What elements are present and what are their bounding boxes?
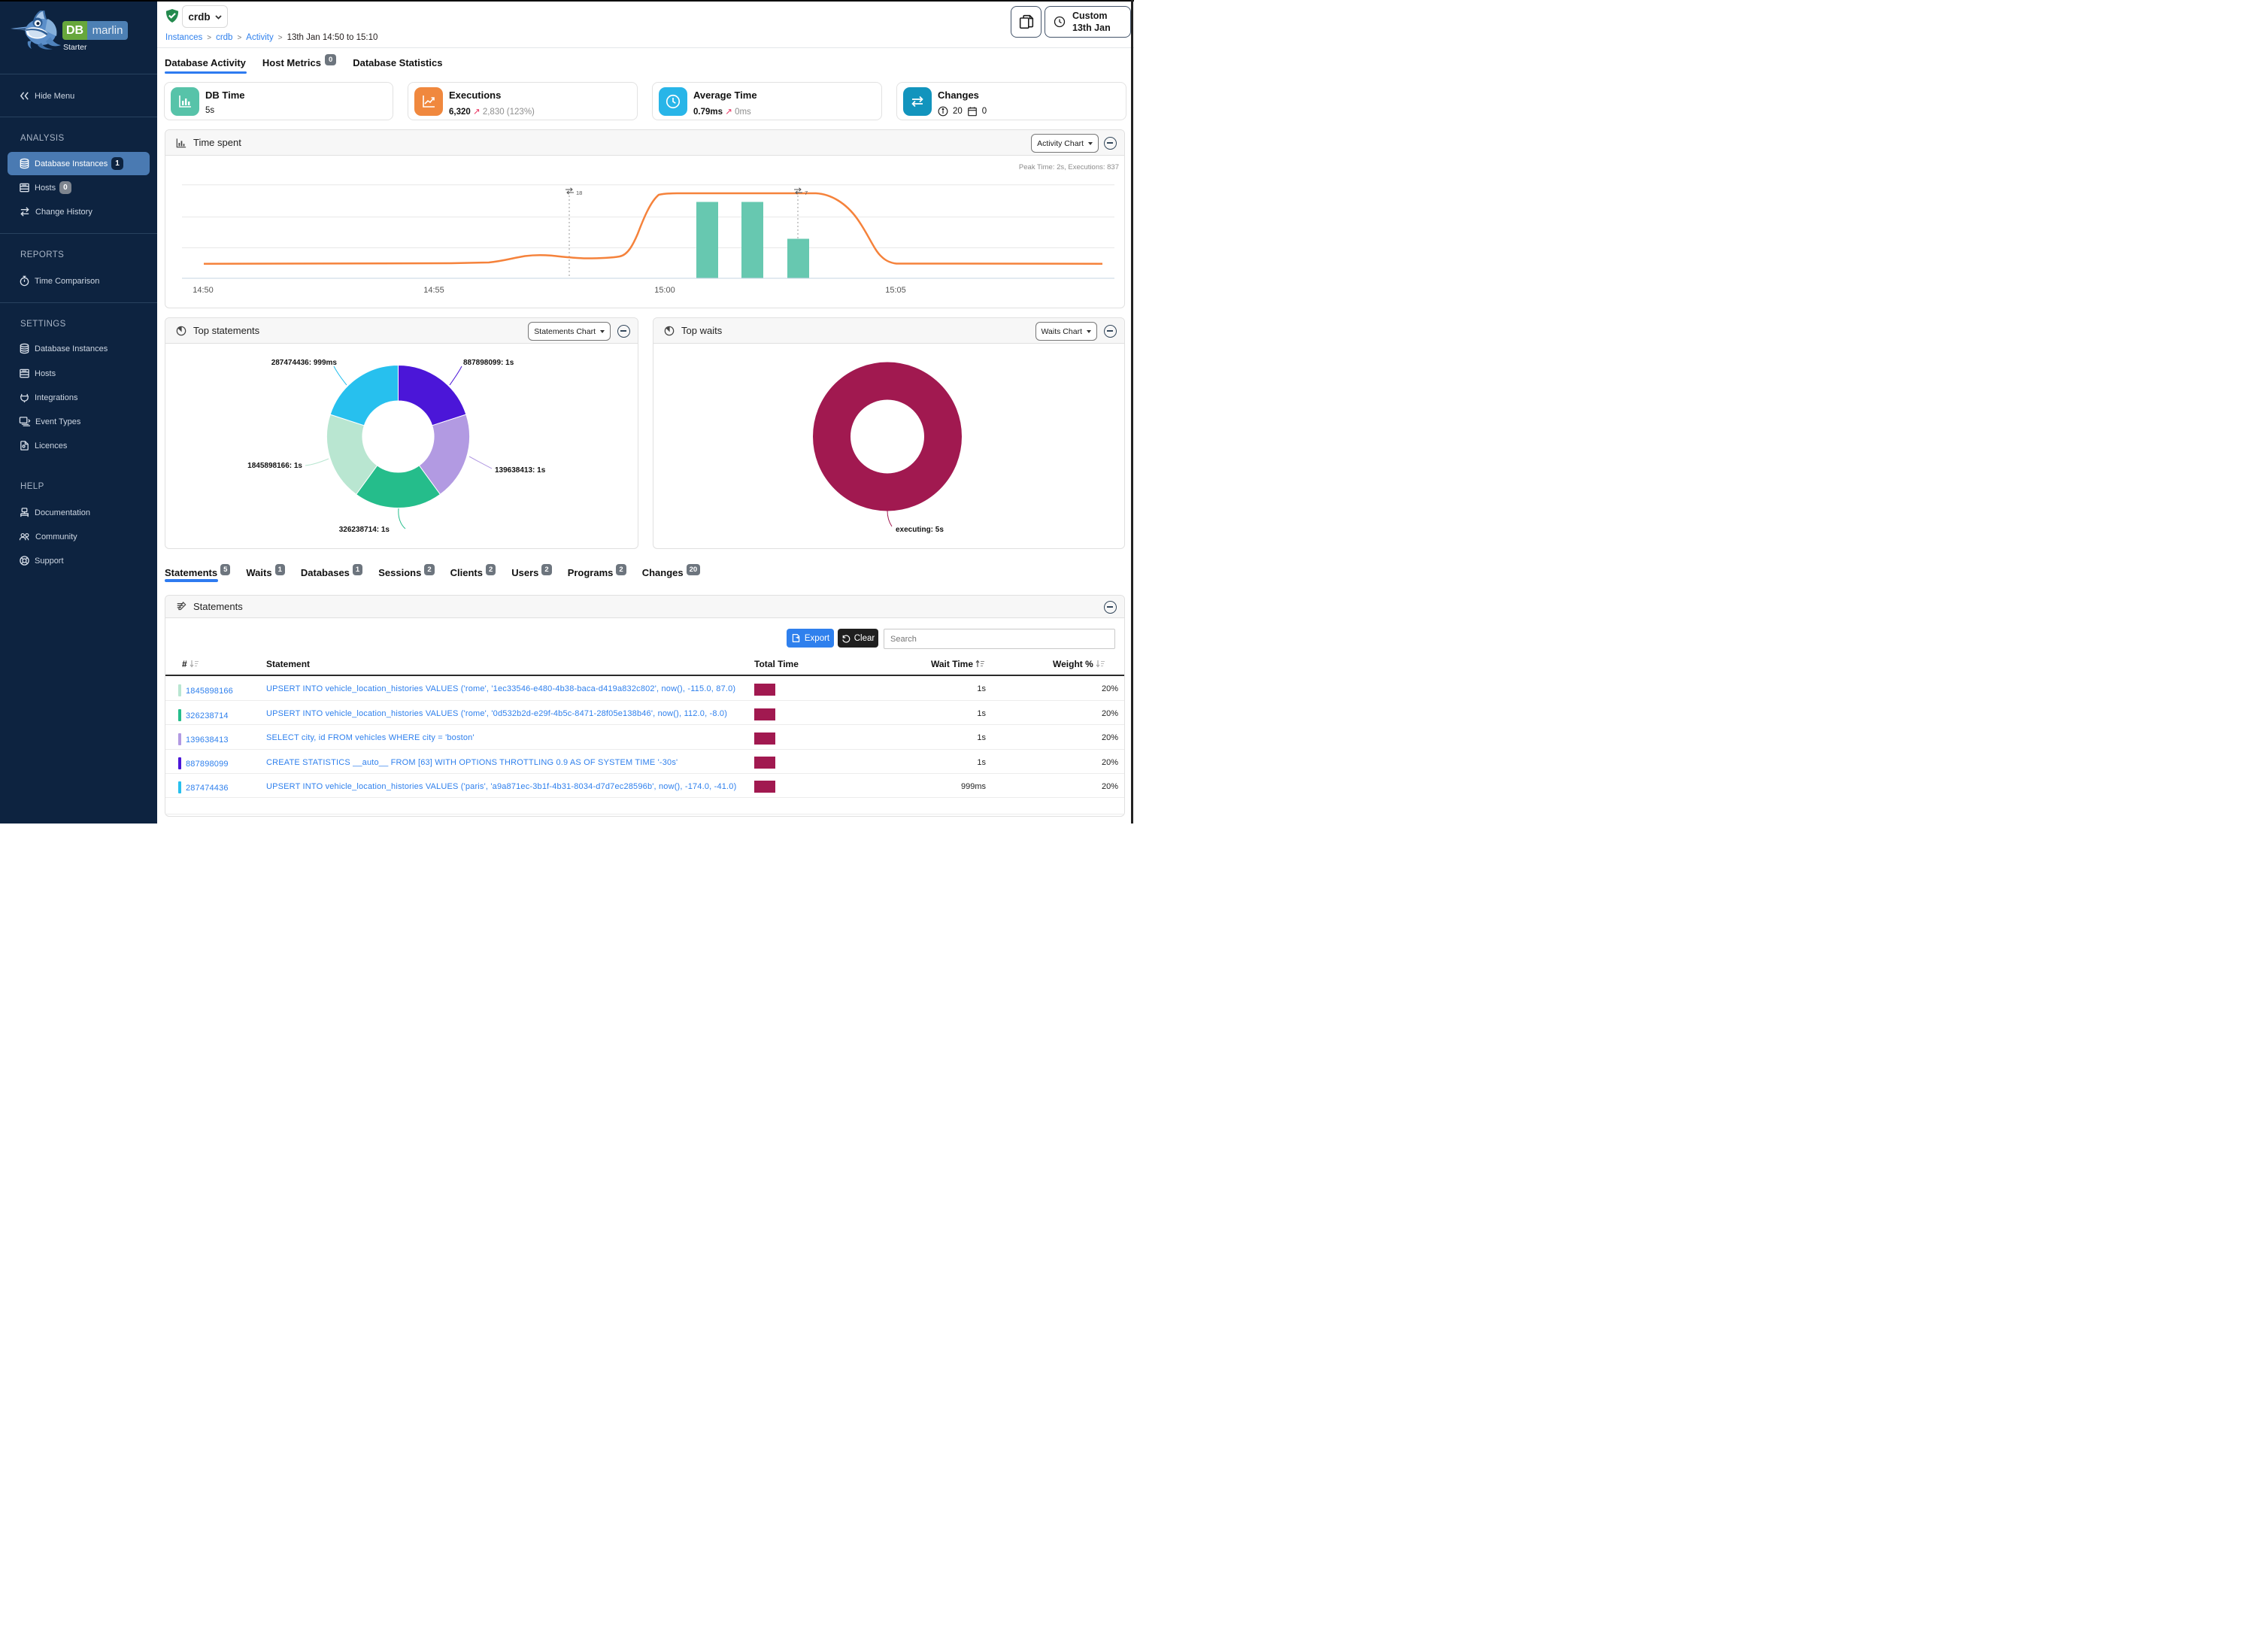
svg-text:7: 7 [805,190,808,196]
svg-text:15:05: 15:05 [885,286,906,295]
svg-text:15:00: 15:00 [654,286,675,295]
svg-text:287474436: 999ms: 287474436: 999ms [271,359,338,367]
svg-text:887898099: 1s: 887898099: 1s [463,359,514,367]
svg-text:139638413: 1s: 139638413: 1s [495,466,546,475]
svg-text:executing: 5s: executing: 5s [896,526,944,534]
svg-text:18: 18 [576,190,582,196]
svg-text:326238714: 1s: 326238714: 1s [339,526,390,534]
svg-text:1845898166: 1s: 1845898166: 1s [247,462,302,470]
svg-text:14:50: 14:50 [193,286,214,295]
svg-text:14:55: 14:55 [423,286,444,295]
